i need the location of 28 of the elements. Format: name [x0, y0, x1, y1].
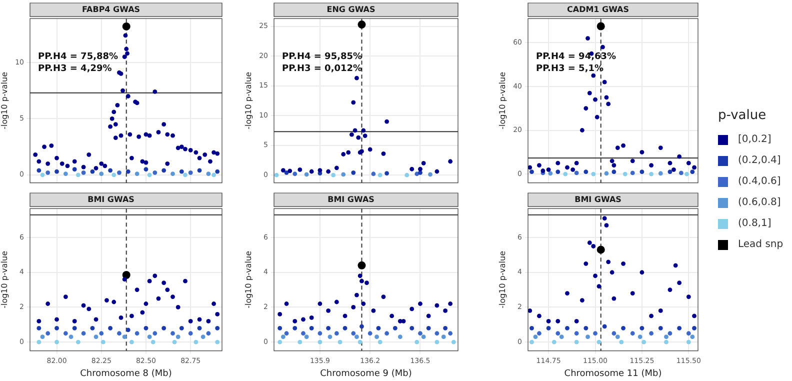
x-axis-title: Chromosome 8 (Mb): [80, 368, 172, 379]
chart-title: BMI GWAS: [88, 194, 135, 204]
y-axis-title: -log10 p-value: [498, 72, 507, 130]
y-axis-title: -log10 p-value: [0, 72, 9, 130]
annotation: PP.H4 = 94,63%: [536, 52, 616, 62]
y-axis-title: -log10 p-value: [498, 250, 507, 308]
annotation: PP.H3 = 0,012%: [282, 64, 362, 74]
chart-title: FABP4 GWAS: [82, 4, 140, 14]
legend-label: (0.2,0.4]: [738, 155, 781, 166]
annotation: PP.H4 = 95,85%: [282, 52, 362, 62]
legend-label: (0.8,1]: [738, 218, 772, 229]
annotation: PP.H4 = 75,88%: [38, 52, 118, 62]
legend-title: p-value: [718, 108, 768, 123]
annotation: PP.H3 = 4,29%: [38, 64, 112, 74]
legend-label: [0,0.2]: [738, 134, 772, 145]
x-axis-title: Chromosome 9 (Mb): [320, 368, 412, 379]
y-axis-title: -log10 p-value: [244, 72, 253, 130]
chart-title: ENG GWAS: [326, 4, 376, 14]
y-axis-title: -log10 p-value: [244, 250, 253, 308]
annotation: PP.H3 = 5,1%: [536, 64, 604, 74]
y-axis-title: -log10 p-value: [0, 250, 9, 308]
chart-title: CADM1 GWAS: [567, 4, 630, 14]
legend-label: Lead snp: [738, 239, 784, 250]
x-axis-title: Chromosome 11 (Mb): [564, 368, 662, 379]
legend-label: (0.6,0.8]: [738, 197, 781, 208]
chart-title: BMI GWAS: [574, 194, 622, 204]
legend-label: (0.4,0.6]: [738, 176, 781, 187]
chart-title: BMI GWAS: [328, 194, 375, 204]
